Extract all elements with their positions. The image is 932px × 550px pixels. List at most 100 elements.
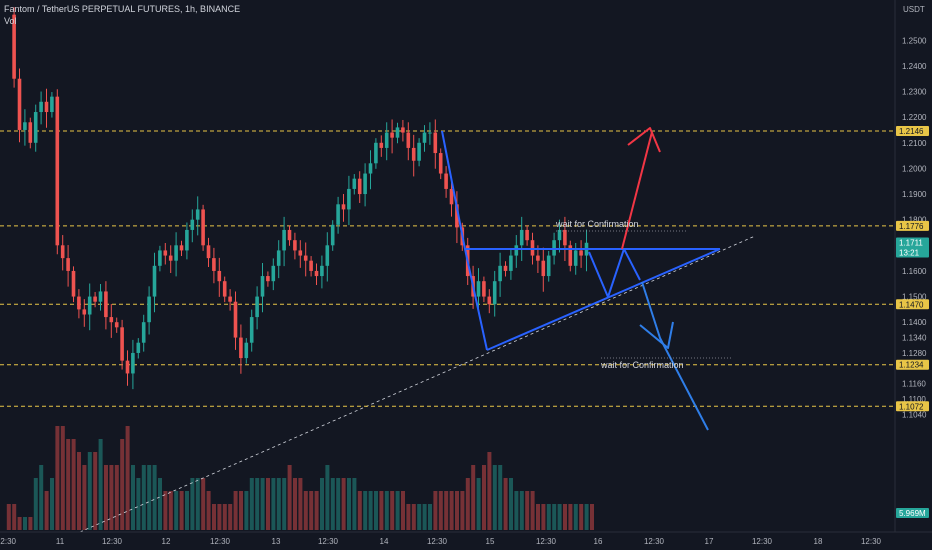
breakdown-arrow-head[interactable] [639, 321, 674, 349]
volume-bar [455, 491, 459, 530]
candle [158, 250, 162, 266]
price-tick-label: 1.1400 [902, 318, 927, 327]
time-axis-ticks: 12:30 11 12:30 12 12:30 13 12:30 14 12:30 15 12:30… [0, 537, 882, 546]
price-axis[interactable] [895, 0, 932, 532]
volume-bar [309, 491, 314, 530]
breakout-arrow-line[interactable] [621, 131, 653, 250]
volume-bar [465, 478, 470, 530]
candle [44, 101, 49, 113]
candle [228, 296, 232, 302]
candle [395, 127, 400, 138]
volume-bar [368, 491, 373, 530]
volume-bar [487, 452, 492, 530]
price-badge-label: 5.969M [899, 509, 926, 518]
price-badge-label: 1.2146 [899, 127, 924, 136]
candle [249, 317, 254, 343]
volume-bar [492, 465, 497, 530]
volume-bar [525, 491, 530, 530]
price-tick-label: 1.2300 [902, 88, 927, 97]
candle [147, 296, 151, 323]
volume-bar [125, 426, 130, 530]
volume-bar [228, 504, 233, 530]
price-tick-label: 1.1040 [902, 410, 927, 419]
candle [293, 240, 297, 251]
candle [71, 270, 76, 297]
projected-path[interactable] [588, 248, 641, 298]
volume-bar [406, 504, 411, 530]
candle [455, 204, 459, 228]
time-tick-label: 14 [380, 537, 389, 546]
volume-bar [298, 478, 303, 530]
candle [66, 258, 70, 271]
volume-bar [44, 491, 49, 530]
volume-bar [276, 478, 281, 530]
breakout-arrow-head[interactable] [627, 127, 661, 153]
volume-bar [325, 465, 330, 530]
candle [363, 173, 367, 195]
volume-bar [174, 491, 179, 530]
candle [546, 255, 551, 277]
price-badge [896, 126, 929, 136]
volume-bar [584, 504, 589, 530]
volume-bar [374, 491, 378, 530]
volume-bar [120, 439, 125, 530]
candle [573, 250, 578, 266]
volume-bar [579, 504, 584, 530]
price-tick-label: 1.2100 [902, 139, 927, 148]
price-tick-label: 1.1100 [902, 395, 926, 404]
volume-bar [50, 478, 54, 530]
volume-bar [568, 504, 573, 530]
volume-label: Vol [4, 16, 17, 26]
volume-bar [222, 504, 227, 530]
candle [50, 96, 54, 113]
price-badge-label: 1.1470 [899, 300, 924, 309]
price-badge-label: 1.1711 [899, 238, 923, 247]
time-tick-label: 12:30 [210, 537, 231, 546]
time-axis[interactable] [0, 532, 932, 550]
volume-bar [60, 426, 65, 530]
candle [303, 255, 308, 261]
price-tick-label: 1.2500 [902, 36, 927, 45]
volume-bar [98, 439, 103, 530]
volume-bar [314, 491, 319, 530]
volume-bar [357, 491, 362, 530]
candle [536, 255, 540, 261]
volume-bar [498, 465, 503, 530]
symbol-header: Fantom / TetherUS PERPETUAL FUTURES, 1h,… [4, 4, 240, 14]
volume-bar [320, 478, 324, 530]
candle [368, 163, 373, 174]
volume-bar [163, 491, 168, 530]
volume-bar [417, 504, 422, 530]
candle [444, 173, 448, 189]
volume-bar [422, 504, 427, 530]
candle [320, 265, 324, 277]
volume-bar [249, 478, 254, 530]
volume-bar [363, 491, 368, 530]
breakdown-arrow-line[interactable] [641, 281, 709, 431]
price-badge [896, 508, 929, 518]
candle [120, 327, 124, 361]
volume-bar [573, 504, 578, 530]
time-tick-label: 18 [814, 537, 823, 546]
price-tick-label: 1.1600 [902, 267, 927, 276]
candle [492, 281, 497, 305]
volume-bar [66, 439, 71, 530]
volume-bar [546, 504, 551, 530]
volume-bar [503, 478, 508, 530]
volume-bar [71, 439, 76, 530]
candle [282, 229, 286, 251]
candle [298, 250, 303, 256]
volume-bar [93, 452, 98, 530]
volume-bar [136, 478, 141, 530]
candle [379, 142, 384, 148]
volume-bar [557, 504, 562, 530]
volume-bar [179, 491, 184, 530]
volume-bar [519, 491, 524, 530]
candle [509, 255, 513, 271]
volume-bar [287, 465, 292, 530]
triangle-support-line[interactable] [486, 248, 721, 351]
candle [422, 132, 427, 143]
candle [163, 250, 168, 256]
